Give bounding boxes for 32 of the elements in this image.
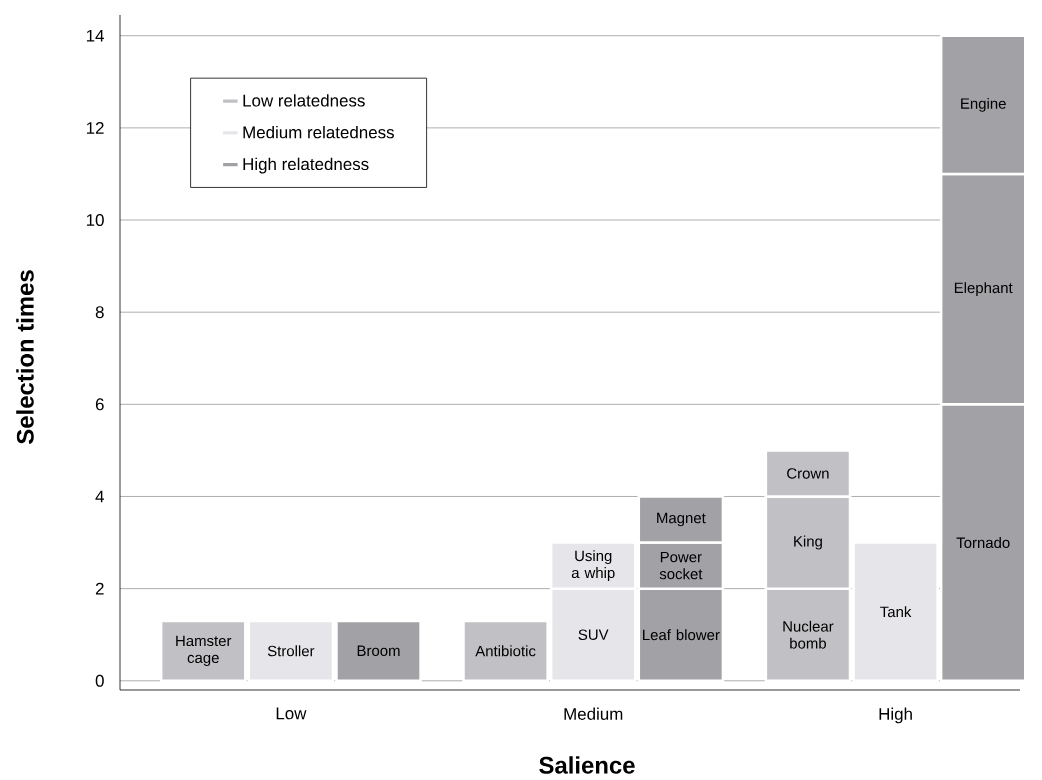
- legend-label: Medium relatedness: [243, 125, 394, 139]
- y-axis-title: Selection times: [16, 270, 34, 445]
- y-tick-label: 4: [95, 490, 104, 503]
- text: High: [879, 707, 912, 724]
- y-tick-label: 0: [95, 674, 104, 687]
- data-label: Crown: [787, 468, 829, 479]
- y-tick-label: 6: [95, 398, 104, 411]
- data-label: Broom: [357, 645, 400, 657]
- data-label: Nuclear bomb: [783, 620, 834, 649]
- y-tick-label: 8: [95, 306, 104, 319]
- data-label: Antibiotic: [475, 645, 536, 657]
- data-label: SUV: [578, 629, 609, 640]
- data-label: Power socket: [659, 551, 703, 580]
- data-label: Magnet: [657, 512, 706, 527]
- data-label: Using a whip: [571, 550, 615, 582]
- legend-label: Low relatedness: [243, 94, 365, 107]
- data-label: King: [794, 535, 822, 550]
- data-label: Leaf blower: [643, 629, 720, 641]
- text: Low: [276, 707, 307, 720]
- text: Medium: [564, 707, 623, 720]
- x-axis-title: Salience: [539, 756, 635, 774]
- y-tick-label: 10: [86, 214, 104, 227]
- y-tick-label: 2: [95, 582, 104, 595]
- y-tick-label: 12: [86, 121, 104, 134]
- data-label: Stroller: [267, 645, 315, 657]
- data-label: Elephant: [954, 282, 1013, 297]
- data-label: Tank: [880, 606, 912, 618]
- data-label: Tornado: [956, 537, 1010, 549]
- data-label: Hamster cage: [176, 635, 232, 666]
- data-label: Engine: [961, 97, 1006, 112]
- y-tick-label: 14: [86, 29, 104, 42]
- legend-label: High relatedness: [243, 157, 369, 174]
